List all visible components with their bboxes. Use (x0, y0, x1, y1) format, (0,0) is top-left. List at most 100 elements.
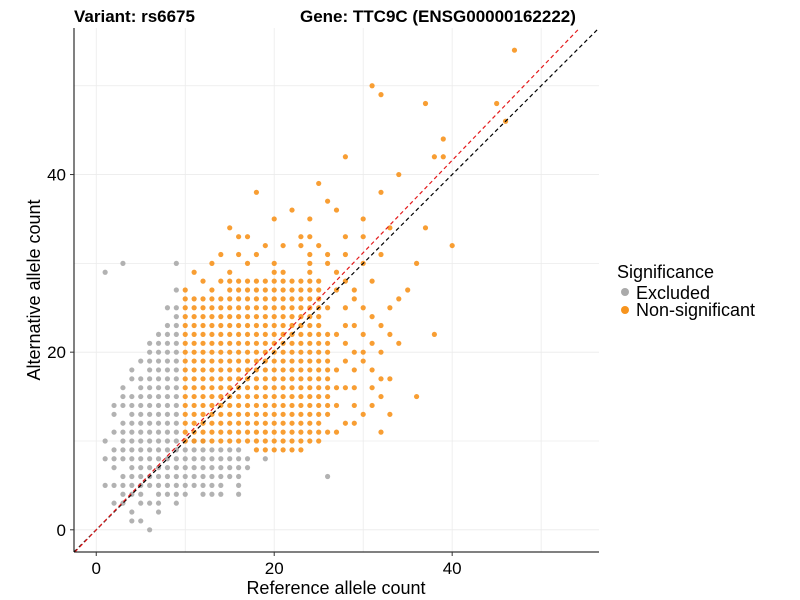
point-non-significant (316, 420, 322, 426)
point-non-significant (280, 385, 286, 391)
point-non-significant (218, 305, 224, 311)
point-non-significant (218, 358, 224, 364)
point-non-significant (351, 385, 357, 391)
point-non-significant (218, 367, 224, 373)
point-non-significant (342, 322, 348, 329)
point-non-significant (360, 234, 366, 240)
point-non-significant (316, 180, 322, 187)
reference-line-fit (74, 27, 581, 553)
point-non-significant (227, 349, 233, 355)
point-excluded (209, 491, 215, 497)
point-non-significant (360, 216, 366, 222)
point-excluded (155, 509, 162, 515)
point-non-significant (236, 429, 242, 435)
point-non-significant (191, 269, 197, 275)
point-non-significant (236, 367, 242, 373)
legend-label-non-significant: Non-significant (636, 300, 755, 320)
x-tick-label: 0 (92, 559, 101, 578)
point-excluded (209, 465, 215, 471)
x-tick-label: 20 (265, 559, 284, 578)
point-non-significant (325, 402, 331, 409)
point-non-significant (236, 393, 242, 400)
point-non-significant (244, 287, 251, 293)
point-non-significant (307, 296, 313, 302)
point-non-significant (253, 314, 260, 320)
point-excluded (129, 393, 135, 400)
point-non-significant (253, 322, 260, 329)
point-non-significant (360, 331, 366, 338)
point-non-significant (253, 278, 260, 284)
point-non-significant (298, 367, 304, 373)
point-non-significant (236, 420, 242, 426)
point-non-significant (378, 376, 384, 382)
point-non-significant (369, 402, 375, 409)
point-excluded (147, 500, 153, 506)
point-excluded (155, 447, 162, 453)
point-excluded (262, 456, 268, 462)
point-non-significant (316, 278, 322, 284)
point-non-significant (236, 411, 242, 417)
point-excluded (182, 482, 188, 488)
point-non-significant (298, 402, 304, 409)
point-excluded (120, 393, 126, 400)
point-non-significant (200, 411, 206, 417)
point-non-significant (253, 385, 260, 391)
point-non-significant (307, 429, 313, 435)
point-non-significant (280, 420, 286, 426)
point-non-significant (325, 429, 331, 435)
point-non-significant (244, 349, 251, 355)
point-non-significant (191, 411, 197, 417)
point-non-significant (253, 305, 260, 311)
point-non-significant (316, 322, 322, 329)
point-non-significant (298, 234, 304, 240)
point-excluded (129, 411, 135, 417)
point-excluded (138, 429, 144, 435)
point-non-significant (289, 349, 295, 355)
point-non-significant (280, 314, 286, 320)
point-non-significant (191, 358, 197, 364)
point-non-significant (253, 251, 260, 258)
point-non-significant (262, 305, 268, 311)
point-excluded (102, 438, 108, 444)
point-non-significant (244, 305, 251, 311)
point-non-significant (387, 411, 393, 417)
ticks: 0 20 40 0 20 40 (47, 166, 462, 578)
point-non-significant (271, 358, 277, 364)
point-non-significant (262, 287, 268, 293)
point-excluded (138, 393, 144, 400)
point-excluded (138, 465, 144, 471)
point-non-significant (316, 358, 322, 364)
point-excluded (147, 349, 153, 355)
point-excluded (164, 482, 171, 488)
point-non-significant (298, 420, 304, 426)
point-non-significant (280, 287, 286, 293)
point-non-significant (271, 385, 277, 391)
point-non-significant (280, 438, 286, 444)
point-non-significant (307, 402, 313, 409)
point-non-significant (262, 393, 268, 400)
point-non-significant (289, 385, 295, 391)
point-non-significant (244, 340, 251, 346)
point-non-significant (298, 438, 304, 444)
point-non-significant (289, 438, 295, 444)
point-non-significant (342, 251, 348, 258)
point-non-significant (262, 322, 268, 329)
point-non-significant (396, 171, 402, 178)
point-non-significant (351, 402, 357, 409)
point-non-significant (200, 393, 206, 400)
point-excluded (155, 393, 162, 400)
point-excluded (173, 305, 179, 311)
y-tick-label: 0 (57, 521, 66, 540)
point-excluded (138, 456, 144, 462)
point-non-significant (298, 376, 304, 382)
point-non-significant (333, 385, 340, 391)
point-excluded (209, 456, 215, 462)
point-excluded (173, 287, 179, 293)
point-excluded (191, 465, 197, 471)
point-excluded (173, 411, 179, 417)
point-non-significant (253, 411, 260, 417)
point-non-significant (218, 322, 224, 329)
point-non-significant (271, 376, 277, 382)
point-non-significant (387, 331, 393, 338)
point-non-significant (280, 358, 286, 364)
